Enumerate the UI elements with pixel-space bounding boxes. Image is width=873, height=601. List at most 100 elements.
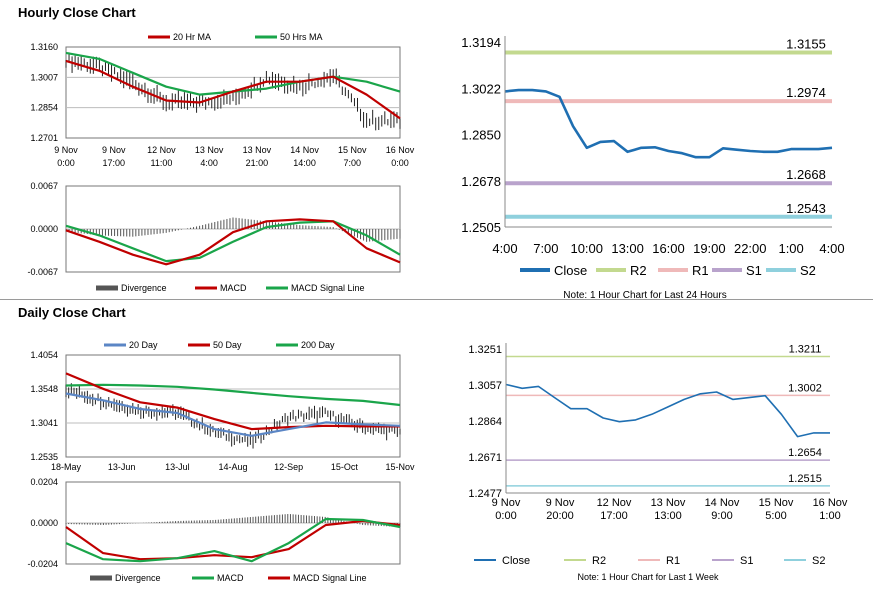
hourly-price-x-tick-date: 15 Nov <box>338 145 367 155</box>
daily-legend-50day-label: 50 Day <box>213 340 242 350</box>
daily-macd-line <box>65 517 401 563</box>
hourly-pivot-legend-label: S1 <box>746 263 762 278</box>
hourly_pivots-x-tick-label: 1:00 <box>778 241 803 256</box>
daily_pivots-level-label-r2: 1.3211 <box>789 343 822 355</box>
hourly-price-x-tick-time: 0:00 <box>391 158 409 168</box>
hourly-legend-20hr-ma-label: 20 Hr MA <box>173 32 211 42</box>
hourly-price-x-tick-date: 9 Nov <box>54 145 78 155</box>
daily_pivots-y-tick-label: 1.3057 <box>468 380 502 392</box>
daily-legend-20day-label: 20 Day <box>129 340 158 350</box>
hourly-section-title: Hourly Close Chart <box>18 5 136 20</box>
daily_pivots-x-tick-date: 13 Nov <box>651 497 686 509</box>
daily-price-y-tick-label: 1.3548 <box>30 384 58 394</box>
hourly-pivot-note: Note: 1 Hour Chart for Last 24 Hours <box>563 290 726 301</box>
daily-price-y-tick-label: 1.3041 <box>30 418 58 428</box>
hourly_pivots-x-tick-label: 22:00 <box>734 241 767 256</box>
hourly_pivots-close-line <box>504 88 833 159</box>
daily-pivot-legend-label: S1 <box>740 555 753 567</box>
section-divider <box>0 299 873 300</box>
hourly_pivots-x-tick-label: 4:00 <box>819 241 844 256</box>
daily-legend-macd-signal-label: MACD Signal Line <box>293 573 367 583</box>
hourly-macd-y-tick-label: -0.0067 <box>27 267 58 277</box>
daily_pivots-y-tick-label: 1.3251 <box>468 344 502 356</box>
hourly_pivots-x-tick-label: 7:00 <box>533 241 558 256</box>
daily-pivot-legend-label: S2 <box>812 555 825 567</box>
hourly-legend-macd-signal-label: MACD Signal Line <box>291 283 365 293</box>
hourly-price-x-tick-date: 16 Nov <box>386 145 415 155</box>
hourly-price-x-tick-time: 0:00 <box>57 158 75 168</box>
hourly-price-x-tick-time: 14:00 <box>293 158 316 168</box>
daily_pivots-y-tick-label: 1.2671 <box>468 452 502 464</box>
daily_pivots-x-tick-time: 13:00 <box>654 510 682 522</box>
daily_pivots-y-tick-label: 1.2864 <box>468 416 502 428</box>
hourly-price-y-tick-label: 1.2701 <box>30 133 58 143</box>
hourly-legend-macd-label: MACD <box>220 283 247 293</box>
hourly_pivots-level-label-s1: 1.2668 <box>786 167 826 182</box>
daily-section-title: Daily Close Chart <box>18 305 126 320</box>
hourly_pivots-level-label-s2: 1.2543 <box>786 201 826 216</box>
hourly-pivot-legend-label: R1 <box>692 263 709 278</box>
hourly-macd-line <box>65 218 401 266</box>
hourly-price-y-tick-label: 1.3160 <box>30 42 58 52</box>
daily_pivots-x-tick-time: 0:00 <box>495 510 516 522</box>
hourly-price-x-tick-time: 4:00 <box>200 158 218 168</box>
hourly_pivots-y-tick-label: 1.3022 <box>461 81 501 96</box>
daily-macd-y-tick-label: 0.0204 <box>30 477 58 487</box>
daily-legend-divergence-label: Divergence <box>115 573 161 583</box>
daily_pivots-x-tick-time: 1:00 <box>819 510 840 522</box>
hourly-price-frame <box>65 46 401 139</box>
daily-legend-200day-label: 200 Day <box>301 340 335 350</box>
hourly-legend-50hr-ma-label: 50 Hrs MA <box>280 32 323 42</box>
hourly-price-x-tick-time: 17:00 <box>102 158 125 168</box>
daily-price-x-tick-label: 13-Jun <box>108 462 136 472</box>
daily-pivot-legend-label: R2 <box>592 555 606 567</box>
hourly-macd-y-tick-label: 0.0067 <box>30 181 58 191</box>
daily-price-x-tick-label: 13-Jul <box>165 462 190 472</box>
daily_pivots-x-tick-date: 9 Nov <box>546 497 575 509</box>
hourly-macd-signal-line <box>65 220 401 263</box>
daily-pivot-legend-label: Close <box>502 555 530 567</box>
hourly_pivots-level-label-r1: 1.2974 <box>786 85 826 100</box>
daily_pivots-level-label-r1: 1.3002 <box>788 382 822 394</box>
daily_pivots-level-label-s2: 1.2515 <box>788 473 822 485</box>
daily-price-x-tick-label: 14-Aug <box>218 462 247 472</box>
hourly_pivots-x-tick-label: 16:00 <box>652 241 685 256</box>
hourly-price-x-tick-time: 7:00 <box>344 158 362 168</box>
hourly-50hr-ma-line <box>65 51 401 96</box>
hourly_pivots-x-tick-label: 13:00 <box>611 241 644 256</box>
daily-macd-y-tick-label: 0.0000 <box>30 518 58 528</box>
daily_pivots-y-tick-label: 1.2477 <box>468 488 502 500</box>
daily_pivots-x-tick-time: 17:00 <box>600 510 628 522</box>
hourly-price-x-tick-time: 21:00 <box>246 158 269 168</box>
daily_pivots-close-line <box>505 383 830 438</box>
hourly-price-x-tick-date: 9 Nov <box>102 145 126 155</box>
hourly-price-x-tick-time: 11:00 <box>150 158 172 168</box>
daily-price-x-tick-label: 18-May <box>51 462 82 472</box>
daily-legend-macd-label: MACD <box>217 573 244 583</box>
hourly-price-y-tick-label: 1.3007 <box>30 72 58 82</box>
daily-20day-line <box>65 392 401 437</box>
hourly_pivots-x-tick-label: 10:00 <box>570 241 603 256</box>
daily_pivots-x-tick-time: 20:00 <box>546 510 574 522</box>
daily_pivots-x-tick-date: 14 Nov <box>705 497 740 509</box>
daily_pivots-x-tick-date: 15 Nov <box>759 497 794 509</box>
hourly_pivots-x-tick-label: 19:00 <box>693 241 726 256</box>
daily-price-y-tick-label: 1.4054 <box>30 350 58 360</box>
hourly-legend-divergence-label: Divergence <box>121 283 167 293</box>
daily_pivots-x-tick-time: 9:00 <box>711 510 732 522</box>
daily-200day-line <box>65 383 401 407</box>
daily_pivots-x-tick-date: 16 Nov <box>813 497 848 509</box>
daily-50day-line <box>65 372 400 431</box>
hourly-pivot-legend-label: S2 <box>800 263 816 278</box>
hourly_pivots-x-tick-label: 4:00 <box>492 241 517 256</box>
daily-price-frame <box>65 354 401 458</box>
hourly-price-x-tick-date: 12 Nov <box>147 145 176 155</box>
hourly_pivots-y-tick-label: 1.2850 <box>461 128 501 143</box>
daily_pivots-level-label-s1: 1.2654 <box>788 447 822 459</box>
hourly-pivot-legend-label: R2 <box>630 263 647 278</box>
hourly_pivots-y-tick-label: 1.2505 <box>461 220 501 235</box>
hourly_pivots-level-label-r2: 1.3155 <box>786 36 826 51</box>
hourly-price-x-tick-date: 14 Nov <box>290 145 319 155</box>
hourly-macd-y-tick-label: 0.0000 <box>30 224 58 234</box>
